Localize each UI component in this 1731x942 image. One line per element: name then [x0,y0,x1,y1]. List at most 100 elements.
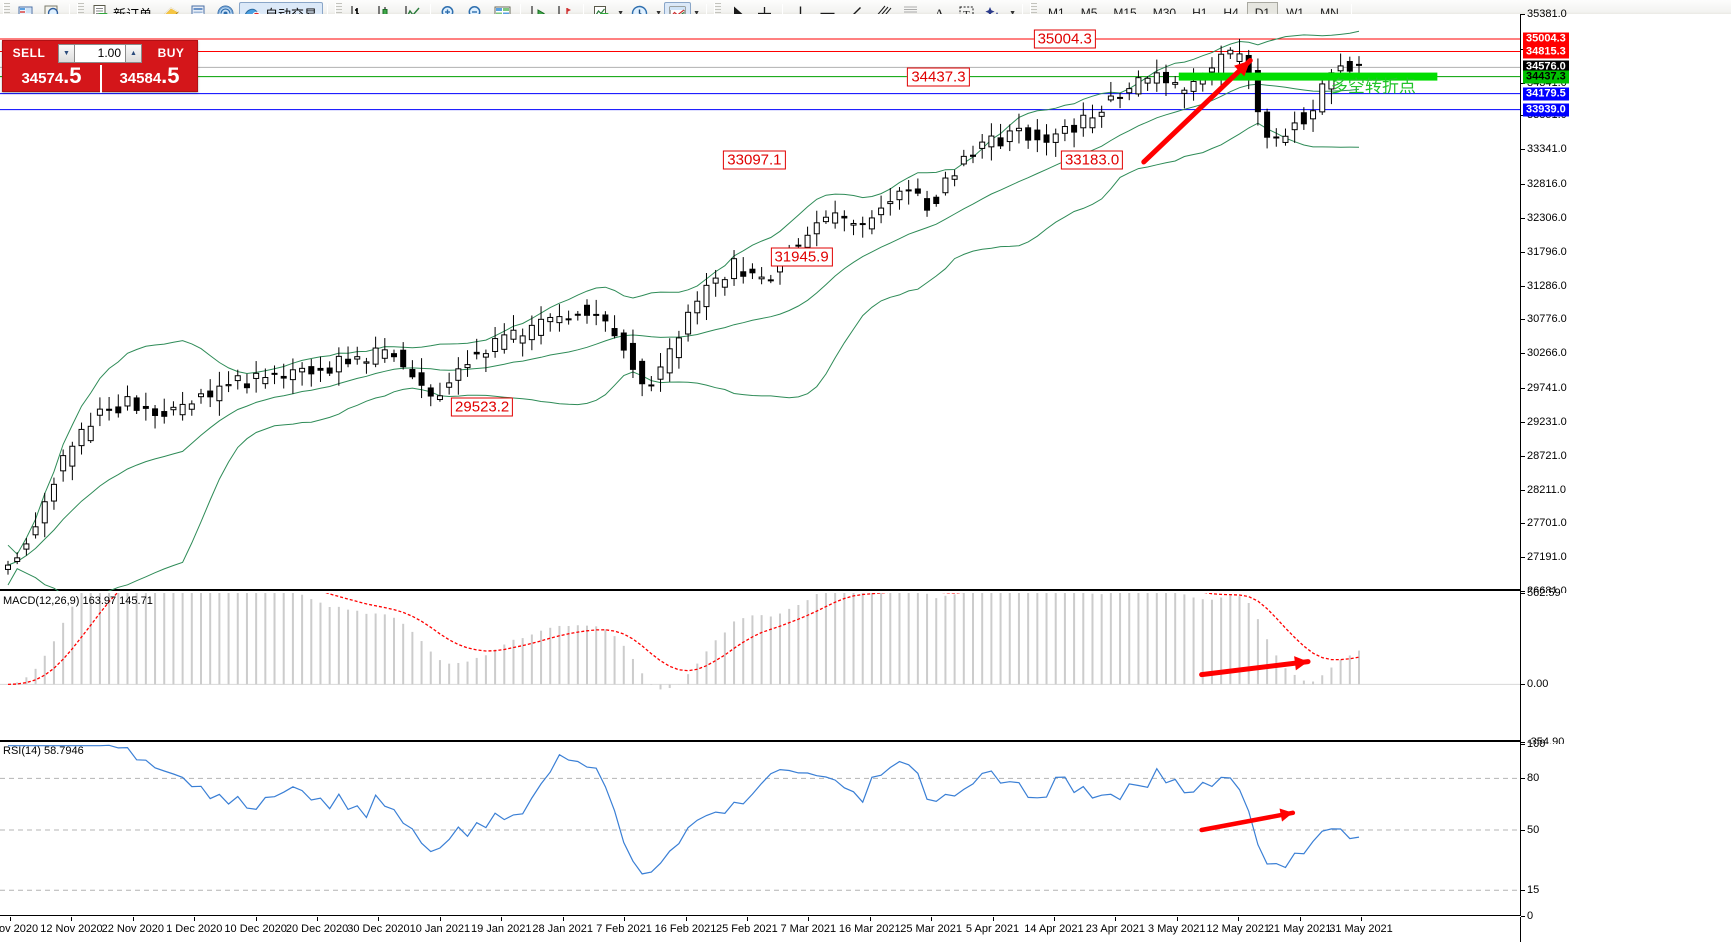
date-tick [501,917,503,921]
date-label: 16 Mar 2021 [838,923,901,935]
axis-tick: 80 [1520,772,1540,785]
date-label: 30 Dec 2020 [347,923,410,935]
date-tick [1361,917,1362,921]
toolbar-separator [69,3,70,23]
date-tick [1115,917,1117,921]
date-tick [1053,917,1055,921]
rsi-axis[interactable]: 100 80 50 15 0 [1520,738,1731,922]
volume-stepper[interactable]: ▼ 1.00 ▲ [58,43,142,63]
price-box-annotation[interactable]: 29523.2 [451,397,514,417]
axis-tick: 562.59 [1521,587,1561,599]
date-label: 10 Dec 2020 [224,923,287,935]
toolbar-separator [430,3,432,23]
buy-button[interactable]: BUY [157,46,185,60]
toolbar-grip[interactable] [77,3,84,23]
date-label: 31 May 2021 [1329,923,1393,935]
price-tick: 30266.0 [1521,347,1567,360]
axis-tick: 15 [1520,884,1540,897]
price-box-annotation[interactable]: 31945.9 [770,247,833,267]
cursor-arrow-icon[interactable] [724,2,751,25]
price-level-tag[interactable]: 34437.3 [1523,70,1569,84]
price-chart-pane[interactable]: 35004.3 34437.3 33183.0 33097.1 31945.9 29523… [0,14,1521,591]
date-tick [685,917,687,921]
date-label: 12 May 2021 [1206,923,1270,935]
date-tick [1299,917,1301,921]
date-label: 23 Apr 2021 [1085,923,1146,935]
date-label: 16 Feb 2021 [654,923,717,935]
macd-pane[interactable]: MACD(12,26,9) 163.97 145.71 [0,593,1521,742]
toolbar-separator [583,3,585,23]
rsi-canvas [0,744,1521,891]
date-label: 22 Nov 2020 [101,923,165,935]
date-label: 25 Mar 2021 [900,923,963,935]
toolbar-separator [1022,3,1024,23]
chevron-down-icon[interactable]: ▼ [1009,9,1016,17]
price-tick: 29231.0 [1521,415,1567,428]
buy-price[interactable]: 34584 . 5 [100,65,197,93]
sell-price-decimal: 5 [69,63,82,88]
axis-tick: 100 [1520,738,1546,750]
price-tick: 31796.0 [1521,245,1567,258]
price-level-tag[interactable]: 35004.3 [1523,32,1569,46]
date-tick [255,917,257,921]
toolbar-separator [706,3,708,23]
rsi-pane[interactable]: RSI(14) 58.7946 [0,744,1521,916]
price-level-tag[interactable]: 34179.5 [1523,87,1569,101]
macd-canvas [0,593,1521,690]
date-label: 2 Nov 2020 [0,923,39,935]
sell-button[interactable]: SELL [12,46,46,60]
macd-label: MACD(12,26,9) 163.97 145.71 [3,595,153,607]
price-box-annotation[interactable]: 33097.1 [723,150,786,170]
trade-panel-price-row: 34574 . 5 34584 . 5 [3,65,197,93]
volume-up-icon[interactable]: ▲ [125,43,142,63]
chevron-down-icon[interactable]: ▼ [617,9,624,17]
price-tick: 30776.0 [1521,313,1567,326]
date-tick [931,917,933,921]
horizontal-line-icon[interactable] [814,2,841,25]
date-label: 19 Jan 2021 [470,923,532,935]
price-tick: 28721.0 [1521,449,1567,462]
chevron-down-icon[interactable]: ▼ [693,9,700,17]
price-tick: 32306.0 [1521,211,1567,224]
date-tick [746,917,748,921]
rsi-label: RSI(14) 58.7946 [3,745,84,757]
chart-text-annotation[interactable]: 多空转折点 [1330,77,1416,98]
date-label: 14 Apr 2021 [1024,923,1084,935]
toolbar-grip[interactable] [3,3,10,23]
date-tick [71,917,73,921]
toolbar-grip[interactable] [714,3,722,23]
date-label: 7 Mar 2021 [780,923,837,935]
price-tick: 29741.0 [1521,382,1567,395]
price-axis[interactable]: 35381.034851.034341.033851.033341.032816… [1521,8,1731,597]
date-label: 10 Jan 2021 [409,923,471,935]
price-tick: 31286.0 [1521,279,1567,292]
sell-price-integer: 34574 [21,70,64,87]
toolbar-separator [327,3,329,23]
volume-down-icon[interactable]: ▼ [58,43,75,63]
toolbar-separator [520,3,522,23]
price-level-tag[interactable]: 33939.0 [1523,103,1569,117]
volume-input[interactable]: 1.00 [75,43,125,63]
toolbar-grip[interactable] [1030,3,1038,23]
toolbar-grip[interactable] [335,3,343,23]
price-level-tag[interactable]: 34815.3 [1523,45,1569,59]
price-box-annotation[interactable]: 34437.3 [907,67,970,87]
sell-price[interactable]: 34574 . 5 [3,65,100,93]
macd-axis[interactable]: 562.59 0.00 -354.90 [1520,587,1731,748]
price-tick: 27191.0 [1521,551,1567,564]
price-box-annotation[interactable]: 33183.0 [1060,150,1124,170]
date-label: 1 Dec 2020 [166,923,223,935]
chevron-down-icon[interactable]: ▼ [655,9,662,17]
date-tick [624,917,626,921]
date-label: 25 Feb 2021 [716,923,778,935]
date-label: 21 May 2021 [1267,923,1332,935]
price-tick: 27701.0 [1521,517,1567,530]
chart-right-border [1520,14,1521,916]
date-tick [194,917,196,921]
date-tick [1238,917,1240,921]
axis-tick: 50 [1520,824,1540,836]
price-box-annotation[interactable]: 35004.3 [1033,29,1096,49]
one-click-trade-panel[interactable]: SELL ▼ 1.00 ▲ BUY 34574 . 5 34584 . 5 [2,40,198,93]
date-tick [562,917,564,921]
